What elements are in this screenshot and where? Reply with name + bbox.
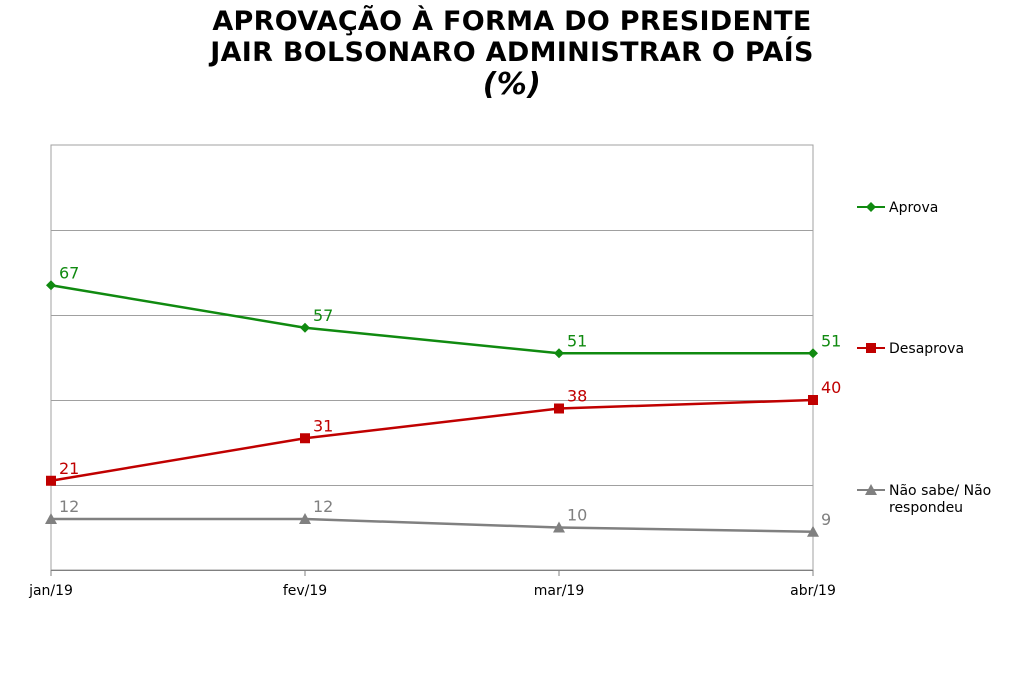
x-tick-label: mar/19 (534, 583, 585, 599)
x-tick-label: abr/19 (790, 583, 836, 599)
data-label: 57 (313, 306, 333, 325)
data-point-marker (808, 395, 818, 405)
chart-title-unit: (%) (482, 67, 542, 102)
x-tick-label: jan/19 (28, 583, 73, 599)
plot-area-border (50, 144, 814, 571)
x-axis: jan/19 fev/19 mar/19 abr/19 (28, 570, 836, 599)
data-label: 10 (567, 506, 587, 525)
legend-label: Desaprova (889, 341, 964, 357)
data-label: 9 (821, 510, 831, 529)
legend-label: Não sabe/ Não (889, 483, 991, 499)
data-point-marker (865, 484, 877, 495)
data-label: 67 (59, 263, 79, 282)
data-point-marker (46, 475, 56, 486)
data-point-marker (866, 343, 876, 353)
data-point-marker (807, 525, 819, 537)
legend-label: respondeu (889, 500, 963, 516)
series-line (50, 398, 814, 482)
chart-title-line-1: APROVAÇÃO À FORMA DO PRESIDENTE (212, 6, 812, 37)
data-label: 40 (821, 378, 841, 397)
data-point-marker (808, 348, 818, 359)
data-label: 51 (567, 331, 587, 350)
data-point-marker (866, 202, 876, 212)
legend-label: Aprova (889, 200, 938, 216)
x-tick-label: fev/19 (283, 583, 327, 599)
data-label: 38 (567, 387, 587, 406)
data-label: 31 (313, 416, 333, 435)
data-labels: 67 57 51 51 21 31 38 40 12 12 10 9 (59, 263, 841, 529)
series-group (45, 280, 819, 537)
data-point-marker (300, 322, 310, 333)
data-point-marker (299, 513, 311, 524)
chart-title-line-2: JAIR BOLSONARO ADMINISTRAR O PAÍS (210, 37, 814, 68)
series-line (51, 517, 814, 533)
chart-title: APROVAÇÃO À FORMA DO PRESIDENTE JAIR BOL… (0, 6, 1024, 102)
data-point-marker (300, 433, 310, 444)
data-label: 21 (59, 459, 79, 478)
data-point-marker (553, 521, 565, 533)
data-label: 51 (821, 331, 841, 350)
grid-lines (50, 144, 814, 571)
data-label: 12 (59, 497, 79, 516)
data-point-marker (554, 348, 564, 359)
series-line (50, 284, 813, 355)
data-point-marker (46, 280, 56, 291)
data-label: 12 (313, 497, 333, 516)
data-point-marker (45, 513, 57, 524)
data-point-marker (554, 403, 564, 414)
